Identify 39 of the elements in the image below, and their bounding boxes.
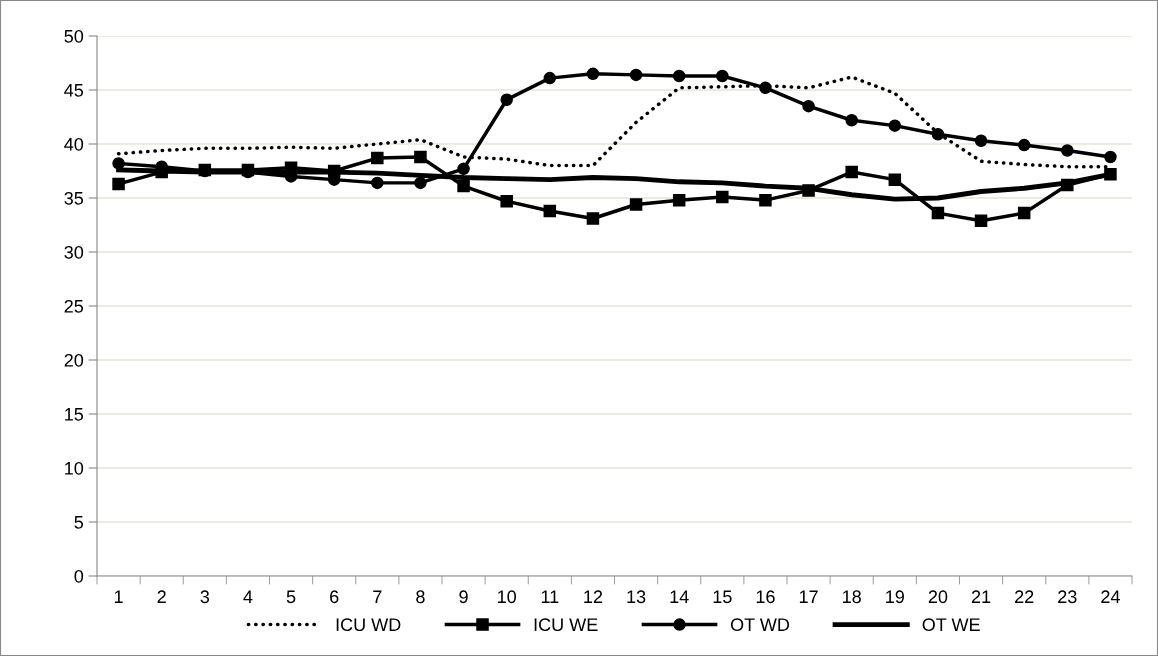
x-tick-label: 23 [1058, 590, 1077, 604]
legend-label: OT WD [730, 618, 790, 632]
x-tick-label: 9 [459, 590, 468, 604]
y-tick-label: 10 [65, 461, 84, 475]
x-tick-label: 2 [157, 590, 166, 603]
x-tick-label: 12 [584, 590, 603, 603]
x-tick-label: 18 [843, 590, 861, 604]
x-tick-label: 19 [886, 590, 904, 604]
x-tick-label: 22 [1015, 590, 1034, 603]
x-tick-label: 7 [373, 590, 382, 603]
x-tick-label: 6 [330, 590, 339, 604]
x-tick-label: 3 [200, 590, 210, 604]
x-tick-label: 5 [286, 590, 296, 604]
legend-label: ICU WE [534, 618, 598, 632]
x-tick-label: 14 [670, 590, 689, 603]
y-tick-label: 15 [65, 408, 84, 421]
y-tick-label: 40 [64, 137, 84, 151]
y-tick-label: 35 [64, 191, 84, 205]
x-tick-label: 15 [713, 590, 732, 604]
legend-label: OT WE [922, 618, 980, 632]
x-tick-label: 1 [114, 590, 123, 603]
x-tick-label: 24 [1101, 590, 1120, 603]
y-tick-label: 5 [74, 516, 84, 529]
x-tick-label: 10 [498, 590, 517, 604]
x-tick-label: 20 [928, 590, 948, 604]
y-tick-label: 25 [64, 299, 84, 313]
x-tick-label: 11 [541, 590, 559, 603]
x-tick-label: 16 [756, 590, 775, 604]
y-tick-label: 45 [64, 84, 84, 97]
x-tick-label: 21 [971, 590, 991, 603]
y-tick-label: 20 [64, 353, 84, 367]
x-tick-label: 17 [799, 590, 818, 603]
x-tick-label: 13 [627, 590, 646, 604]
legend-label: ICU WD [336, 618, 401, 632]
x-tick-label: 4 [243, 590, 253, 603]
x-tick-label: 8 [416, 590, 425, 604]
y-tick-label: 30 [64, 245, 84, 259]
y-tick-label: 0 [74, 569, 84, 583]
y-tick-label: 50 [64, 29, 84, 43]
